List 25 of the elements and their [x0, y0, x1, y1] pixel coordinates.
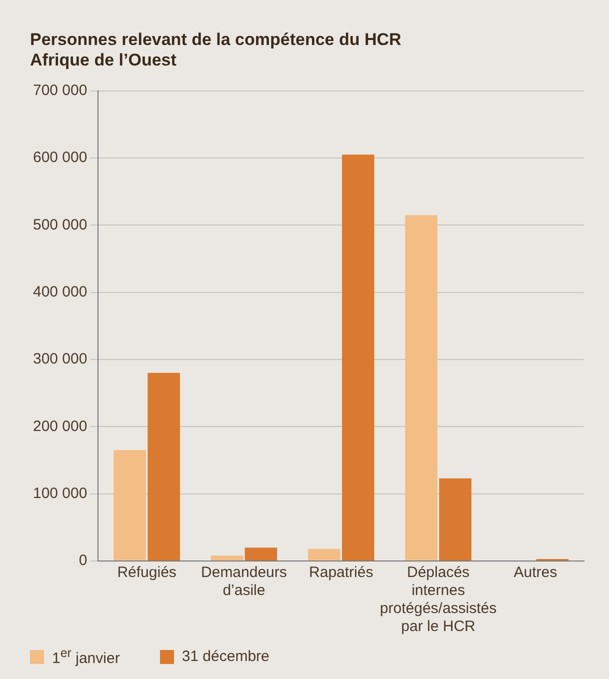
bar [342, 154, 374, 560]
chart-title: Personnes relevant de la compétence du HCR [30, 30, 402, 49]
y-tick-label: 0 [78, 552, 88, 570]
y-tick-label: 600 000 [32, 149, 88, 166]
bar [148, 372, 180, 560]
bar [439, 478, 472, 560]
bar [405, 215, 438, 560]
y-tick-label: 500 000 [32, 216, 88, 234]
y-tick-label: 200 000 [32, 418, 88, 435]
bar [308, 548, 340, 560]
legend-label: 31 décembre [182, 648, 270, 665]
x-tick-label: Déplacés internes protégés/assistés par le HCR [380, 564, 497, 636]
x-tick-label: Autres [514, 564, 558, 582]
x-tick-label: Demandeurs d’asile [201, 564, 287, 600]
bar [210, 556, 244, 560]
x-tick-label: Rapatriés [309, 564, 374, 582]
chart-subtitle: Afrique de l’Ouest [30, 50, 177, 70]
x-tick-label: Réfugiés [117, 564, 176, 582]
y-tick-label: 700 000 [32, 82, 88, 99]
bar [114, 450, 146, 560]
bar [244, 548, 278, 560]
y-tick-label: 400 000 [32, 283, 88, 300]
y-tick-label: 300 000 [32, 350, 88, 368]
y-tick-label: 100 000 [32, 484, 88, 502]
legend-label: 1$^{er}$ janvier [52, 646, 120, 667]
